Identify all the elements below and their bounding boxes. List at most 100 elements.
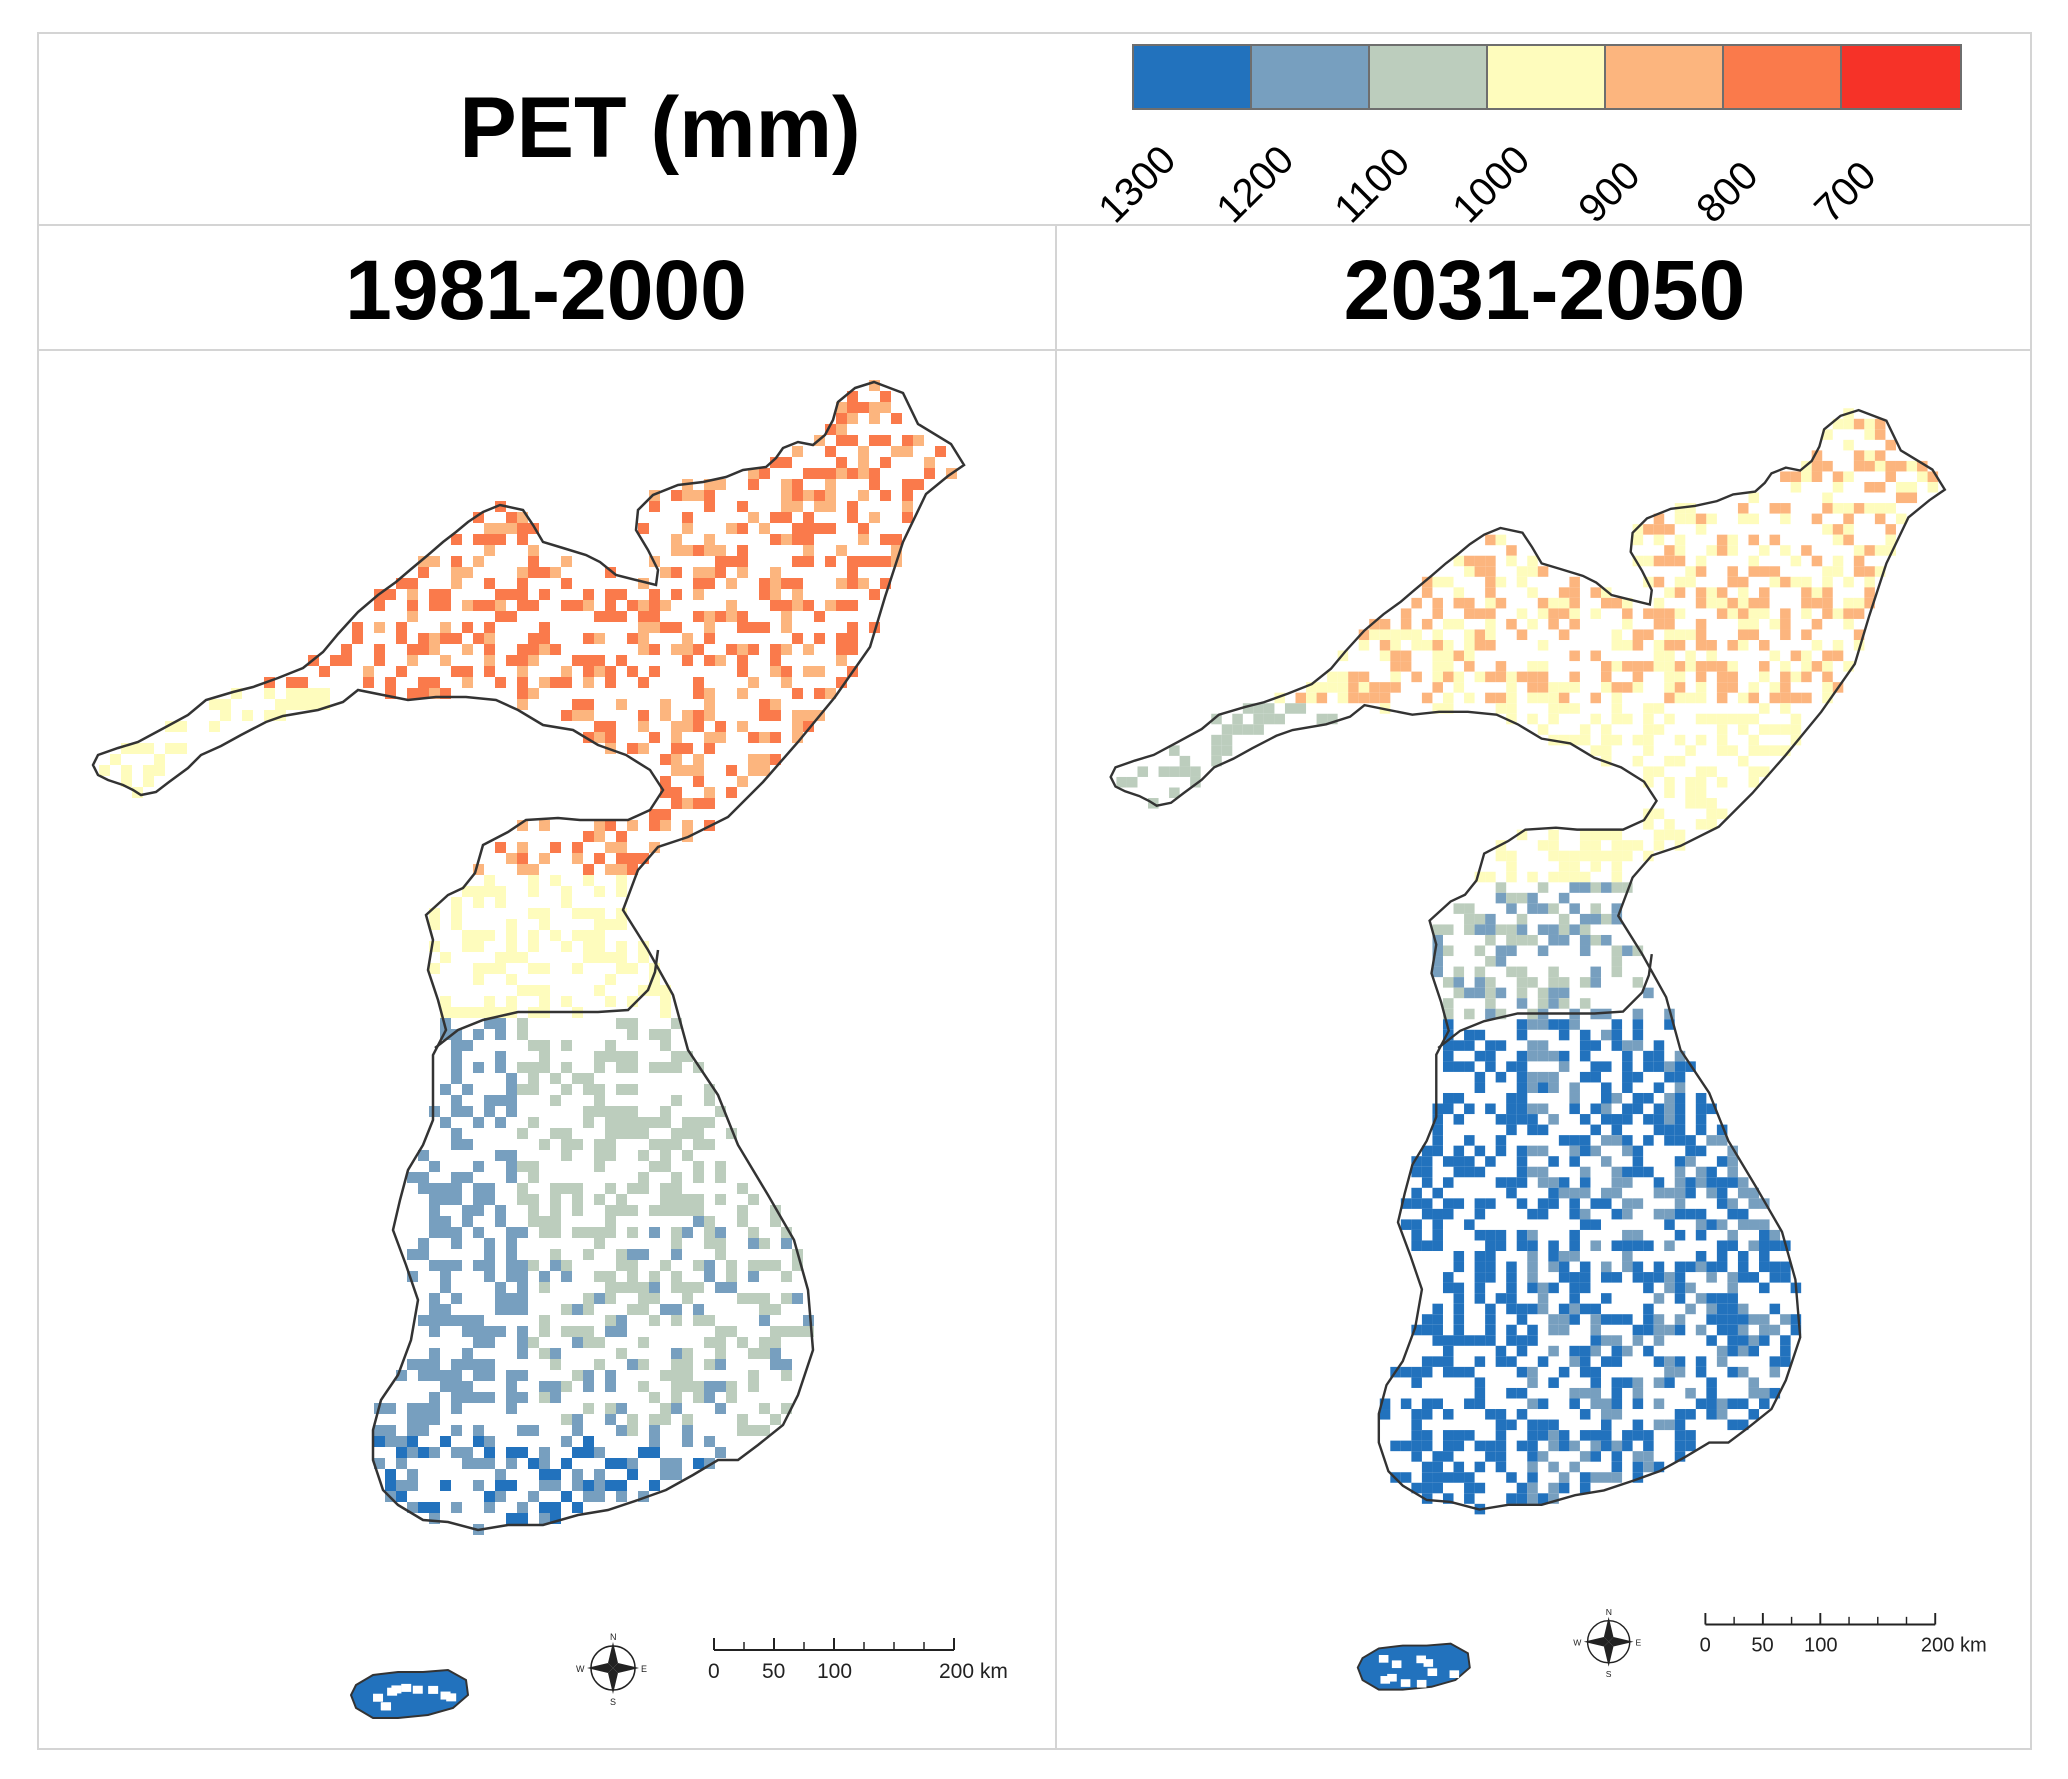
pet-raster-cell bbox=[693, 1381, 704, 1392]
pet-raster-cell bbox=[803, 666, 814, 677]
pet-raster-cell bbox=[550, 1249, 561, 1260]
pet-raster-cell bbox=[1485, 576, 1496, 588]
pet-raster-cell bbox=[1790, 481, 1802, 493]
pet-raster-cell bbox=[1548, 1050, 1559, 1062]
pet-raster-cell bbox=[462, 1216, 473, 1227]
pet-raster-cell bbox=[1727, 1145, 1738, 1157]
pet-raster-cell bbox=[1485, 1272, 1496, 1283]
pet-raster-cell bbox=[1653, 555, 1665, 567]
pet-raster-cell bbox=[1474, 1335, 1486, 1346]
pet-raster-cell bbox=[836, 413, 847, 424]
pet-raster-cell bbox=[495, 589, 506, 600]
pet-raster-cell bbox=[1295, 692, 1307, 704]
pet-raster-cell bbox=[418, 1502, 429, 1513]
pet-raster-cell bbox=[1601, 913, 1612, 925]
pet-raster-cell bbox=[1242, 703, 1254, 714]
pet-raster-cell bbox=[1579, 882, 1591, 893]
pet-raster-cell bbox=[374, 1436, 385, 1447]
pet-raster-cell bbox=[1716, 808, 1728, 820]
pet-raster-cell bbox=[1685, 1303, 1696, 1315]
pet-raster-cell bbox=[1421, 1398, 1433, 1410]
pet-raster-cell bbox=[1506, 1387, 1517, 1399]
pet-raster-cell bbox=[1769, 1356, 1781, 1367]
pet-raster-cell bbox=[1611, 1092, 1623, 1104]
pet-raster-cell bbox=[638, 941, 649, 952]
pet-raster-cell bbox=[1622, 1377, 1633, 1388]
pet-raster-cell bbox=[1400, 629, 1412, 641]
pet-raster-cell bbox=[1548, 703, 1559, 714]
pet-raster-cell bbox=[1601, 1187, 1612, 1199]
pet-raster-cell bbox=[209, 699, 220, 710]
pet-raster-cell bbox=[561, 941, 572, 952]
pet-raster-cell bbox=[1421, 576, 1433, 588]
pet-raster-cell bbox=[1579, 1472, 1591, 1483]
pet-raster-cell bbox=[605, 1128, 616, 1139]
pet-raster-cell bbox=[539, 622, 550, 633]
pet-raster-cell bbox=[1442, 1156, 1454, 1167]
pet-raster-cell bbox=[539, 1348, 550, 1359]
pet-raster-cell bbox=[627, 1051, 638, 1062]
pet-raster-cell bbox=[1421, 640, 1433, 651]
pet-raster-cell bbox=[473, 897, 484, 908]
pet-raster-cell bbox=[704, 1381, 715, 1392]
pet-raster-cell bbox=[1653, 618, 1665, 630]
pet-raster-cell bbox=[1558, 587, 1570, 598]
pet-raster-cell bbox=[671, 1271, 682, 1282]
pet-raster-cell bbox=[1485, 1251, 1496, 1262]
pet-raster-cell bbox=[1653, 724, 1665, 735]
pet-raster-cell bbox=[1537, 1050, 1549, 1062]
pet-raster-cell bbox=[693, 611, 704, 622]
pet-raster-cell bbox=[1780, 513, 1791, 525]
pet-raster-cell bbox=[1664, 1356, 1675, 1367]
pet-raster-cell bbox=[1527, 1324, 1538, 1336]
pet-raster-cell bbox=[682, 633, 693, 644]
pet-raster-cell bbox=[418, 1403, 429, 1414]
pet-raster-cell bbox=[1780, 1356, 1791, 1367]
pet-raster-cell bbox=[462, 644, 473, 655]
pet-raster-cell bbox=[1442, 576, 1454, 588]
pet-raster-cell bbox=[1474, 945, 1486, 957]
pet-raster-cell bbox=[1727, 1335, 1738, 1346]
pet-raster-cell bbox=[616, 1315, 627, 1326]
period-divider bbox=[37, 349, 2032, 351]
pet-raster-cell bbox=[1643, 1114, 1654, 1125]
pet-raster-cell bbox=[1569, 1135, 1580, 1146]
pet-raster-cell bbox=[1706, 513, 1717, 525]
pet-raster-cell bbox=[583, 732, 594, 743]
pet-raster-cell bbox=[1485, 956, 1496, 967]
pet-raster-cell bbox=[704, 1436, 715, 1447]
pet-raster-cell bbox=[1653, 661, 1665, 672]
pet-raster-cell bbox=[1664, 819, 1675, 830]
pet-raster-cell bbox=[572, 1194, 583, 1205]
pet-raster-cell bbox=[1601, 661, 1612, 672]
pet-raster-cell bbox=[1442, 1092, 1454, 1104]
pet-raster-cell bbox=[1695, 1324, 1707, 1336]
pet-raster-cell bbox=[473, 974, 484, 985]
pet-raster-cell bbox=[649, 644, 660, 655]
pet-raster-cell bbox=[792, 589, 803, 600]
pet-raster-cell bbox=[1348, 692, 1359, 704]
pet-raster-cell bbox=[1495, 882, 1507, 893]
pet-raster-cell bbox=[1537, 597, 1549, 609]
pet-raster-cell bbox=[1590, 934, 1602, 946]
pet-raster-cell bbox=[836, 655, 847, 666]
pet-raster-cell bbox=[1516, 987, 1528, 999]
pet-raster-cell bbox=[1506, 1293, 1517, 1304]
pet-raster-cell bbox=[737, 523, 748, 534]
pet-raster-cell bbox=[825, 479, 836, 490]
pet-raster-cell bbox=[627, 1062, 638, 1073]
pet-raster-cell bbox=[1569, 882, 1580, 893]
pet-raster-cell bbox=[627, 1227, 638, 1238]
pet-raster-cell bbox=[1653, 1187, 1665, 1199]
pet-raster-cell bbox=[616, 655, 627, 666]
pet-raster-cell bbox=[506, 1271, 517, 1282]
pet-raster-cell bbox=[1411, 1451, 1422, 1462]
pet-raster-cell bbox=[1601, 682, 1612, 693]
pet-raster-cell bbox=[1748, 566, 1760, 577]
pet-raster-cell bbox=[1537, 945, 1549, 957]
pet-raster-cell bbox=[1453, 977, 1465, 988]
pet-raster-cell bbox=[1695, 524, 1707, 535]
pet-raster-cell bbox=[1643, 629, 1654, 641]
pet-raster-cell bbox=[418, 1447, 429, 1458]
pet-raster-cell bbox=[1558, 1324, 1570, 1336]
